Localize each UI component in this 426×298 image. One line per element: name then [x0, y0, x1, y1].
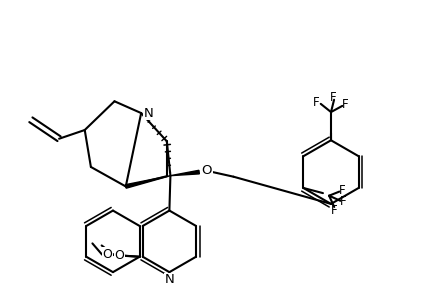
Text: F: F [331, 204, 337, 217]
Text: F: F [314, 96, 320, 109]
Text: N: N [164, 273, 174, 286]
Text: O: O [102, 248, 112, 261]
Polygon shape [170, 170, 199, 176]
Text: O: O [114, 249, 124, 262]
Text: F: F [340, 195, 347, 208]
Text: O: O [201, 164, 212, 177]
Text: F: F [339, 184, 345, 197]
Text: F: F [342, 98, 349, 111]
Text: F: F [330, 91, 337, 104]
Polygon shape [125, 176, 170, 188]
Text: N: N [144, 107, 153, 119]
